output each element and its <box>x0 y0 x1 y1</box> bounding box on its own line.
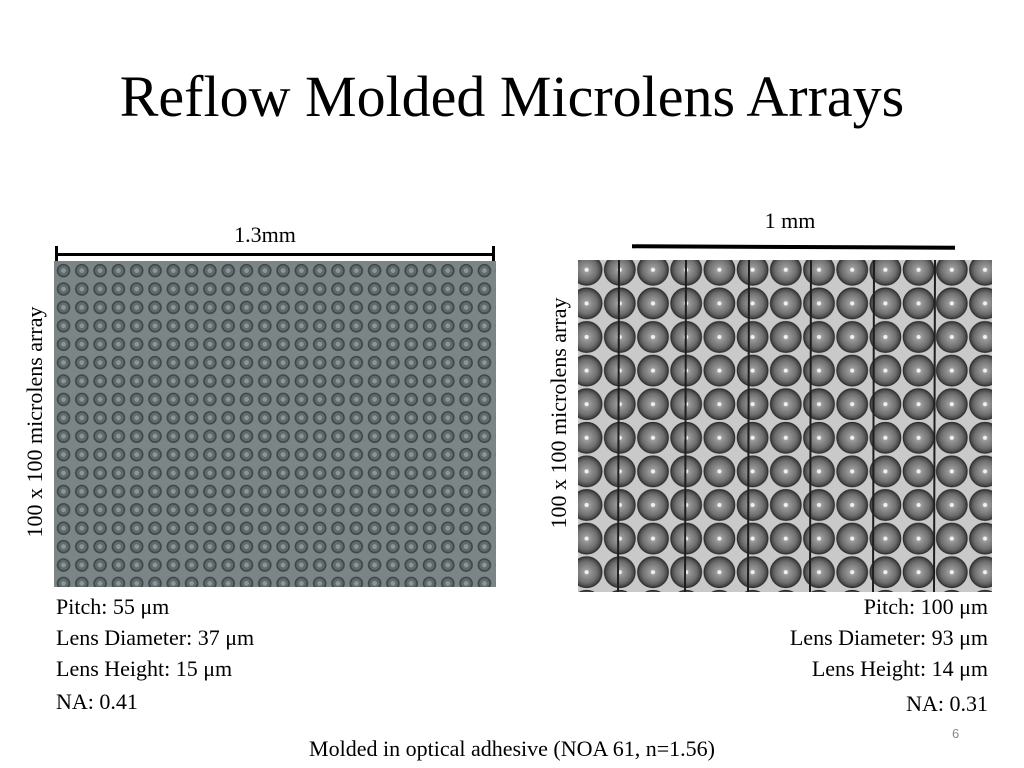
left-vertical-label: 100 x 100 microlens array <box>22 306 47 538</box>
left-microlens-image <box>54 261 496 587</box>
left-spec-na: NA: 0.41 <box>56 689 138 714</box>
left-spec-height: Lens Height: 15 μm <box>56 656 233 681</box>
right-microlens-image <box>578 260 992 592</box>
page-number: 6 <box>952 726 960 741</box>
right-spec-pitch: Pitch: 100 μm <box>863 594 988 619</box>
left-spec-pitch: Pitch: 55 μm <box>56 594 170 619</box>
right-specs: Pitch: 100 μm Lens Diameter: 93 μm Lens … <box>700 591 988 719</box>
right-scale-label: 1 mm <box>764 208 816 233</box>
right-vertical-label: 100 x 100 microlens array <box>546 297 571 529</box>
left-specs: Pitch: 55 μm Lens Diameter: 37 μm Lens H… <box>56 591 254 717</box>
slide-footer: Molded in optical adhesive (NOA 61, n=1.… <box>309 736 715 761</box>
left-scale-tick-start <box>55 246 58 262</box>
left-scale-label: 1.3mm <box>234 222 296 247</box>
right-spec-height: Lens Height: 14 μm <box>811 656 988 681</box>
left-spec-diameter: Lens Diameter: 37 μm <box>56 625 255 650</box>
left-scale-tick-end <box>492 246 495 262</box>
right-spec-diameter: Lens Diameter: 93 μm <box>789 625 988 650</box>
left-scale-bar <box>56 253 494 256</box>
right-scale-bar <box>631 244 956 250</box>
slide-title: Reflow Molded Microlens Arrays <box>119 64 905 129</box>
right-spec-na: NA: 0.31 <box>906 691 988 716</box>
